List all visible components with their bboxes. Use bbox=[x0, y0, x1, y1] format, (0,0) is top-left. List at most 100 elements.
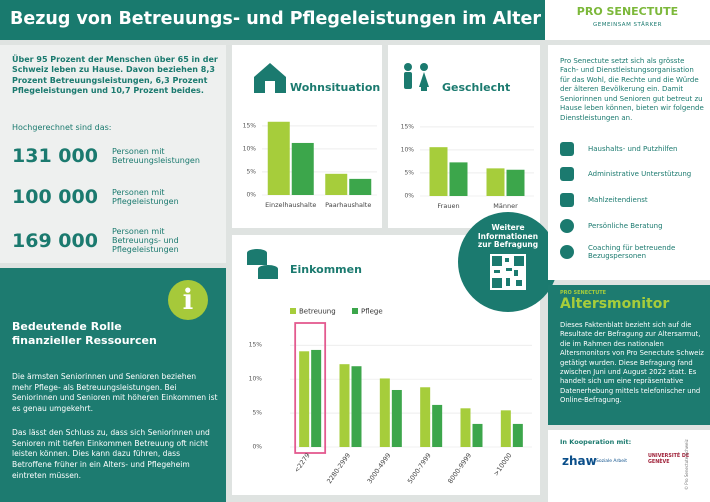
chart-title: Einkommen bbox=[290, 263, 362, 276]
x-tick-label: Einzelhaushalte bbox=[265, 201, 316, 209]
house-icon bbox=[254, 63, 286, 93]
chart-panel: Wohnsituation 0% 5% 10% 15% Einzelhaushalte P… bbox=[232, 45, 382, 228]
page-title: Bezug von Betreuungs- und Pflegeleistung… bbox=[10, 9, 542, 29]
cooperation-title: In Kooperation mit: bbox=[560, 438, 632, 446]
bar bbox=[500, 410, 511, 447]
service-label: Persönliche Beratung bbox=[588, 222, 663, 230]
qr-badge[interactable]: Weitere Informationen zur Befragung bbox=[458, 212, 558, 312]
service-label: Coaching für betreuende Bezugspersonen bbox=[588, 244, 676, 260]
y-tick-label: 10% bbox=[401, 146, 415, 153]
bar bbox=[429, 147, 448, 196]
intro-lead: Hochgerechnet sind das: bbox=[12, 123, 112, 132]
about-panel: Pro Senectute setzt sich als grösste Fac… bbox=[548, 45, 710, 280]
monitor-brand: PRO SENECTUTE bbox=[560, 290, 607, 296]
service-label: Administrative Unterstützung bbox=[588, 170, 692, 178]
monitor-panel: PRO SENECTUTE Altersmonitor Dieses Fakte… bbox=[548, 285, 710, 425]
stat-value: 169 000 bbox=[12, 229, 98, 252]
info-panel: i Bedeutende Rolle finanzieller Ressourc… bbox=[0, 268, 226, 502]
chart: Geschlecht 0% 5% 10% 15% Frauen Männer bbox=[401, 63, 534, 210]
y-tick-label: 5% bbox=[246, 168, 256, 175]
x-tick-label: Paarhaushalte bbox=[325, 201, 371, 209]
bar bbox=[351, 366, 362, 447]
x-tick-label: Männer bbox=[493, 202, 518, 210]
bar bbox=[432, 404, 443, 447]
x-tick-label: Frauen bbox=[437, 202, 459, 210]
x-tick-label: >10000 bbox=[492, 452, 514, 478]
intro-text: Über 95 Prozent der Menschen über 65 in … bbox=[12, 55, 218, 96]
bar bbox=[460, 408, 471, 447]
bar bbox=[299, 351, 310, 447]
bar bbox=[449, 162, 468, 196]
y-tick-label: 5% bbox=[252, 410, 262, 417]
bar bbox=[472, 423, 483, 447]
coins-icon bbox=[247, 249, 278, 279]
legend-swatch bbox=[352, 308, 358, 314]
bar bbox=[291, 142, 314, 195]
service-icon bbox=[560, 142, 574, 156]
qr-code bbox=[490, 253, 526, 290]
intro-panel: Über 95 Prozent der Menschen über 65 in … bbox=[0, 45, 226, 263]
stat: 131 000 Personen mit Betreuungsleistungen bbox=[12, 145, 212, 167]
x-tick-label: 8000-9999 bbox=[446, 452, 473, 486]
y-tick-label: 10% bbox=[249, 376, 263, 383]
y-tick-label: 0% bbox=[246, 192, 256, 199]
info-icon: i bbox=[168, 280, 208, 320]
bar bbox=[349, 178, 372, 195]
about-text: Pro Senectute setzt sich als grösste Fac… bbox=[560, 57, 704, 122]
qr-text: Weitere Informationen zur Befragung bbox=[477, 223, 539, 250]
y-tick-label: 5% bbox=[404, 169, 414, 176]
bar bbox=[391, 389, 402, 447]
monitor-text: Dieses Faktenblatt bezieht sich auf die … bbox=[560, 321, 704, 404]
bar bbox=[311, 349, 322, 447]
bar bbox=[486, 168, 505, 196]
bar bbox=[512, 423, 523, 447]
legend-label: Pflege bbox=[361, 308, 383, 316]
service: Administrative Unterstützung bbox=[560, 167, 691, 181]
legend-swatch bbox=[290, 308, 296, 314]
stat-label: Personen mit Betreuungs- und Pflegeleist… bbox=[112, 227, 179, 255]
x-tick-label: <2279 bbox=[293, 452, 312, 475]
service-label: Haushalts- und Putzhilfen bbox=[588, 145, 678, 153]
service-icon bbox=[560, 193, 574, 207]
y-tick-label: 15% bbox=[249, 342, 263, 349]
logo: PRO SENECTUTE GEMEINSAM STÄRKER bbox=[545, 0, 710, 40]
legend-label: Betreuung bbox=[299, 308, 336, 316]
y-tick-label: 0% bbox=[252, 444, 262, 451]
partner-logo: zhaw bbox=[562, 454, 597, 468]
info-title: Bedeutende Rolle finanzieller Ressourcen bbox=[12, 320, 157, 348]
stat-value: 100 000 bbox=[12, 186, 98, 208]
service: Coaching für betreuende Bezugspersonen bbox=[560, 244, 700, 260]
chart: Wohnsituation 0% 5% 10% 15% Einzelhaushalte P… bbox=[243, 63, 380, 209]
monitor-title: Altersmonitor bbox=[560, 296, 670, 312]
y-tick-label: 0% bbox=[404, 193, 414, 200]
bar bbox=[339, 364, 350, 447]
bar bbox=[325, 173, 348, 195]
people-icon bbox=[404, 63, 429, 91]
chart-panel: Geschlecht 0% 5% 10% 15% Frauen Männer bbox=[388, 45, 540, 228]
bar bbox=[267, 121, 290, 195]
x-tick-label: 2280-2999 bbox=[325, 452, 352, 486]
service: Haushalts- und Putzhilfen bbox=[560, 142, 677, 156]
stat-value: 131 000 bbox=[12, 145, 98, 167]
partner-logo: UNIVERSITÉ DE GENÈVE bbox=[648, 454, 690, 465]
x-tick-label: 5000-7999 bbox=[406, 452, 433, 486]
service: Persönliche Beratung bbox=[560, 219, 663, 233]
info-paragraph: Die ärmsten Seniorinnen und Senioren bez… bbox=[12, 372, 218, 413]
y-tick-label: 15% bbox=[401, 123, 415, 130]
stat-label: Personen mit Pflegeleistungen bbox=[112, 187, 179, 206]
highlight-box bbox=[294, 322, 327, 454]
y-tick-label: 15% bbox=[243, 122, 257, 129]
bar bbox=[506, 169, 525, 196]
service-label: Mahlzeitendienst bbox=[588, 196, 648, 204]
stat: 100 000 Personen mit Pflegeleistungen bbox=[12, 186, 212, 208]
service-icon bbox=[560, 219, 574, 233]
chart: Einkommen 0% 5% 10% 15% <2279 2280-2999 3000-4… bbox=[247, 249, 532, 486]
bar bbox=[420, 387, 431, 447]
chart-title: Wohnsituation bbox=[290, 81, 380, 94]
bar bbox=[379, 378, 390, 447]
partner-logo: Soziale Arbeit bbox=[596, 459, 627, 464]
y-tick-label: 10% bbox=[243, 145, 257, 152]
cooperation-panel: In Kooperation mit: zhaw Soziale Arbeit … bbox=[548, 430, 710, 502]
logo-name: PRO SENECTUTE bbox=[576, 5, 679, 18]
